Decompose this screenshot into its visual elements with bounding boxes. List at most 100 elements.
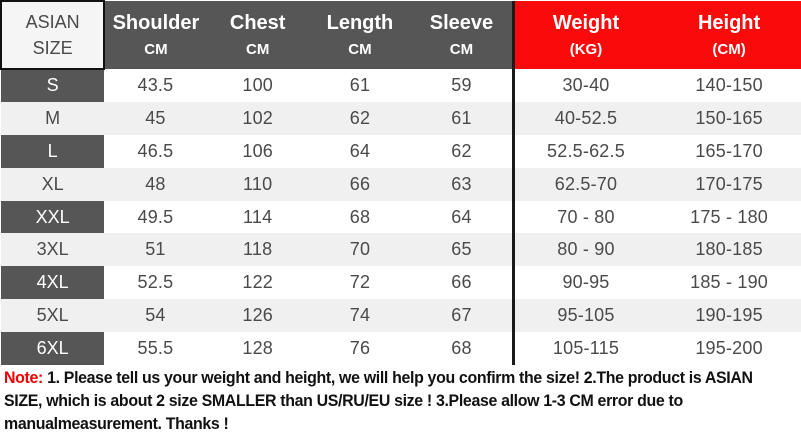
header-shoulder-title: Shoulder [112, 12, 200, 34]
note-label: Note: [4, 369, 44, 387]
cell-height: 140-150 [657, 69, 801, 102]
header-asian-line1: ASIAN [25, 11, 80, 32]
cell-shoulder: 55.5 [104, 332, 207, 366]
table-row: M 45 102 62 61 40-52.5 150-165 [1, 101, 801, 135]
cell-weight: 52.5-62.5 [511, 134, 658, 168]
cell-size: 6XL [1, 332, 105, 366]
header-sleeve: Sleeve CM [411, 1, 514, 69]
header-height-title: Height [697, 12, 761, 34]
cell-size: L [1, 134, 105, 168]
cell-length: 61 [308, 69, 412, 102]
cell-shoulder: 51 [104, 233, 207, 267]
cell-length: 70 [308, 233, 412, 267]
header-chest-unit: CM [246, 41, 270, 58]
cell-sleeve: 64 [411, 200, 514, 234]
cell-length: 72 [308, 266, 412, 300]
cell-shoulder: 54 [104, 299, 207, 333]
table-row: L 46.5 106 64 62 52.5-62.5 165-170 [1, 134, 801, 168]
table-row: XXL 49.5 114 68 64 70 - 80 175 - 180 [1, 200, 801, 234]
table-header-row: ASIAN SIZE Shoulder CM Chest CM Length C… [0, 0, 801, 70]
cell-height: 180-185 [657, 233, 801, 267]
header-length: Length CM [308, 1, 412, 69]
cell-sleeve: 63 [411, 167, 514, 201]
table-row: 5XL 54 126 74 67 95-105 190-195 [1, 299, 801, 333]
header-asian-line2: SIZE [32, 38, 73, 58]
header-weight-title: Weight [552, 12, 620, 34]
table-row: XL 48 110 66 63 62.5-70 170-175 [1, 167, 801, 201]
note-text: Note: 1. Please tell us your weight and … [4, 367, 769, 436]
cell-weight: 80 - 90 [511, 233, 658, 267]
cell-height: 195-200 [657, 332, 801, 366]
cell-chest: 128 [206, 332, 309, 366]
note-block: Note: 1. Please tell us your weight and … [0, 365, 801, 436]
cell-length: 76 [308, 332, 412, 366]
note-body: 1. Please tell us your weight and height… [4, 369, 753, 433]
header-sleeve-title: Sleeve [429, 12, 494, 34]
cell-sleeve: 68 [411, 332, 514, 366]
cell-chest: 106 [206, 134, 309, 168]
cell-shoulder: 52.5 [104, 266, 207, 300]
size-table: ASIAN SIZE Shoulder CM Chest CM Length C… [0, 0, 801, 366]
cell-height: 185 - 190 [657, 266, 801, 300]
table-row: 4XL 52.5 122 72 66 90-95 185 - 190 [1, 266, 801, 300]
cell-weight: 70 - 80 [511, 200, 658, 234]
cell-sleeve: 61 [411, 101, 514, 135]
cell-chest: 110 [206, 167, 309, 201]
cell-height: 190-195 [657, 299, 801, 333]
cell-sleeve: 59 [411, 69, 514, 102]
cell-weight: 40-52.5 [511, 101, 658, 135]
table-row: 3XL 51 118 70 65 80 - 90 180-185 [1, 233, 801, 267]
cell-size: XXL [1, 200, 105, 234]
header-height: Height (CM) [657, 1, 801, 69]
cell-chest: 100 [206, 69, 309, 102]
cell-chest: 118 [206, 233, 309, 267]
cell-sleeve: 67 [411, 299, 514, 333]
cell-length: 66 [308, 167, 412, 201]
cell-height: 150-165 [657, 101, 801, 135]
cell-shoulder: 49.5 [104, 200, 207, 234]
cell-size: 3XL [1, 233, 105, 267]
cell-chest: 122 [206, 266, 309, 300]
cell-height: 175 - 180 [657, 200, 801, 234]
header-chest: Chest CM [206, 1, 309, 69]
cell-size: M [1, 101, 105, 135]
cell-sleeve: 62 [411, 134, 514, 168]
header-shoulder: Shoulder CM [104, 1, 207, 69]
cell-size: 4XL [1, 266, 105, 300]
cell-height: 165-170 [657, 134, 801, 168]
cell-weight: 95-105 [511, 299, 658, 333]
header-height-unit: (CM) [712, 41, 746, 58]
cell-chest: 126 [206, 299, 309, 333]
cell-weight: 62.5-70 [511, 167, 658, 201]
cell-weight: 90-95 [511, 266, 658, 300]
table-row: 6XL 55.5 128 76 68 105-115 195-200 [1, 332, 801, 366]
cell-length: 68 [308, 200, 412, 234]
cell-chest: 114 [206, 200, 309, 234]
cell-sleeve: 65 [411, 233, 514, 267]
cell-shoulder: 46.5 [104, 134, 207, 168]
header-shoulder-unit: CM [144, 41, 168, 58]
cell-size: XL [1, 167, 105, 201]
cell-size: S [1, 69, 105, 102]
cell-shoulder: 45 [104, 101, 207, 135]
cell-height: 170-175 [657, 167, 801, 201]
header-length-title: Length [326, 12, 394, 34]
cell-weight: 105-115 [511, 332, 658, 366]
cell-length: 62 [308, 101, 412, 135]
table-row: S 43.5 100 61 59 30-40 140-150 [1, 69, 801, 102]
cell-shoulder: 48 [104, 167, 207, 201]
header-length-unit: CM [348, 41, 372, 58]
cell-sleeve: 66 [411, 266, 514, 300]
cell-length: 64 [308, 134, 412, 168]
header-chest-title: Chest [229, 12, 286, 34]
header-asian-size: ASIAN SIZE [0, 0, 106, 70]
header-weight: Weight (KG) [511, 1, 658, 69]
header-sleeve-unit: CM [449, 41, 474, 58]
cell-weight: 30-40 [511, 69, 658, 102]
cell-chest: 102 [206, 101, 309, 135]
cell-shoulder: 43.5 [104, 69, 207, 102]
cell-size: 5XL [1, 299, 105, 333]
cell-length: 74 [308, 299, 412, 333]
table-body: S 43.5 100 61 59 30-40 140-150 M 45 102 … [1, 69, 801, 366]
